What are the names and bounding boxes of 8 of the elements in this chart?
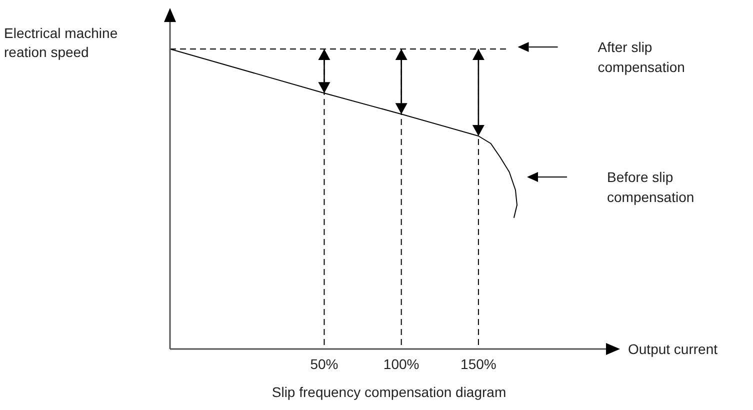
x-axis-title: Output current: [628, 341, 718, 357]
x-tick-label: 100%: [383, 356, 420, 372]
x-tick-label: 50%: [310, 356, 338, 372]
x-tick-label: 150%: [460, 356, 496, 372]
y-axis-title: Electrical machine reation speed: [4, 25, 118, 60]
text: Slip frequency compensation diagram: [272, 384, 506, 400]
text: After slip compensation: [598, 39, 685, 75]
text: Before slip compensation: [607, 169, 694, 205]
